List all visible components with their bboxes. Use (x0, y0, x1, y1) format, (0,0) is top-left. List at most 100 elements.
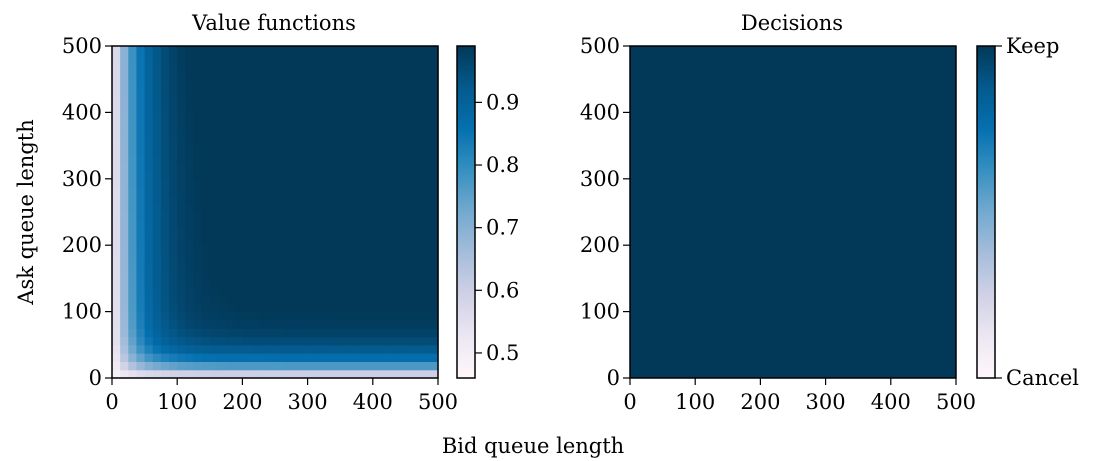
heatmap-cell (193, 145, 203, 155)
heatmap-cell (275, 295, 284, 304)
heatmap-cell (372, 353, 382, 362)
heatmap-cell (185, 95, 195, 105)
heatmap-cell (120, 120, 129, 130)
heatmap-cell (160, 195, 170, 205)
heatmap-cell (356, 319, 366, 329)
heatmap-cell (421, 178, 431, 188)
heatmap-cell (152, 62, 162, 72)
heatmap-cell (332, 212, 341, 221)
heatmap-cell (356, 336, 366, 346)
heatmap-cell (185, 303, 195, 313)
decisions-colorbar-frame (976, 45, 996, 379)
heatmap-cell (209, 261, 219, 271)
heatmap-cell (364, 311, 374, 321)
heatmap-cell (413, 104, 423, 113)
heatmap-cell (356, 145, 366, 155)
heatmap-cell (258, 261, 268, 271)
heatmap-cell (389, 253, 398, 263)
heatmap-cell (160, 295, 170, 304)
heatmap-cell (397, 112, 406, 122)
heatmap-cell (217, 87, 227, 97)
heatmap-cell (160, 153, 170, 163)
heatmap-cell (266, 170, 276, 180)
heatmap-cell (380, 145, 390, 155)
heatmap-cell (234, 87, 243, 97)
heatmap-cell (429, 162, 439, 172)
heatmap-cell (389, 344, 398, 354)
heatmap-cell (242, 129, 252, 138)
heatmap-cell (128, 54, 138, 64)
heatmap-cell (315, 228, 325, 238)
heatmap-cell (389, 170, 398, 180)
heatmap-cell (266, 129, 276, 138)
heatmap-cell (242, 153, 252, 163)
heatmap-cell (332, 236, 341, 246)
heatmap-cell (291, 295, 301, 304)
heatmap-cell (307, 245, 317, 255)
heatmap-cell (201, 195, 211, 205)
heatmap-cell (217, 270, 227, 279)
heatmap-cell (266, 253, 276, 263)
heatmap-cell (405, 286, 415, 296)
heatmap-cell (389, 361, 398, 371)
heatmap-cell (413, 253, 423, 263)
heatmap-cell (177, 79, 186, 89)
heatmap-cell (389, 162, 398, 172)
heatmap-cell (397, 54, 406, 64)
heatmap-cell (169, 195, 178, 205)
heatmap-cell (372, 295, 382, 304)
heatmap-cell (217, 361, 227, 371)
heatmap-cell (160, 270, 170, 279)
heatmap-cell (372, 95, 382, 105)
heatmap-cell (348, 178, 358, 188)
heatmap-cell (348, 270, 358, 279)
heatmap-cell (209, 87, 219, 97)
heatmap-cell (389, 195, 398, 205)
heatmap-cell (193, 95, 203, 105)
heatmap-cell (405, 311, 415, 321)
heatmap-cell (307, 212, 317, 221)
heatmap-cell (160, 245, 170, 255)
heatmap-cell (323, 95, 333, 105)
heatmap-cell (169, 212, 178, 221)
heatmap-cell (226, 295, 235, 304)
heatmap-cell (372, 278, 382, 288)
heatmap-cell (397, 253, 406, 263)
heatmap-cell (307, 187, 317, 196)
heatmap-cell (413, 120, 423, 130)
heatmap-cell (340, 170, 349, 180)
heatmap-cell (144, 278, 154, 288)
heatmap-cell (169, 228, 178, 238)
heatmap-cell (242, 104, 252, 113)
heatmap-cell (185, 278, 195, 288)
heatmap-cell (266, 212, 276, 221)
heatmap-cell (112, 336, 121, 346)
heatmap-cell (299, 178, 309, 188)
heatmap-cell (348, 245, 358, 255)
heatmap-cell (364, 70, 374, 80)
heatmap-cell (128, 137, 138, 147)
heatmap-cell (144, 203, 154, 213)
heatmap-cell (120, 353, 129, 362)
heatmap-cell (266, 195, 276, 205)
heatmap-cell (177, 278, 186, 288)
heatmap-cell (275, 303, 284, 313)
heatmap-cell (364, 286, 374, 296)
heatmap-cell (413, 353, 423, 362)
heatmap-cell (291, 278, 301, 288)
heatmap-cell (193, 311, 203, 321)
heatmap-cell (234, 112, 243, 122)
heatmap-cell (405, 336, 415, 346)
heatmap-cell (209, 353, 219, 362)
heatmap-cell (250, 62, 260, 72)
heatmap-cell (112, 178, 121, 188)
heatmap-cell (299, 54, 309, 64)
heatmap-cell (242, 120, 252, 130)
heatmap-cell (323, 46, 333, 55)
heatmap-cell (226, 319, 235, 329)
heatmap-cell (136, 153, 146, 163)
heatmap-cell (226, 278, 235, 288)
heatmap-cell (397, 319, 406, 329)
heatmap-cell (283, 212, 292, 221)
